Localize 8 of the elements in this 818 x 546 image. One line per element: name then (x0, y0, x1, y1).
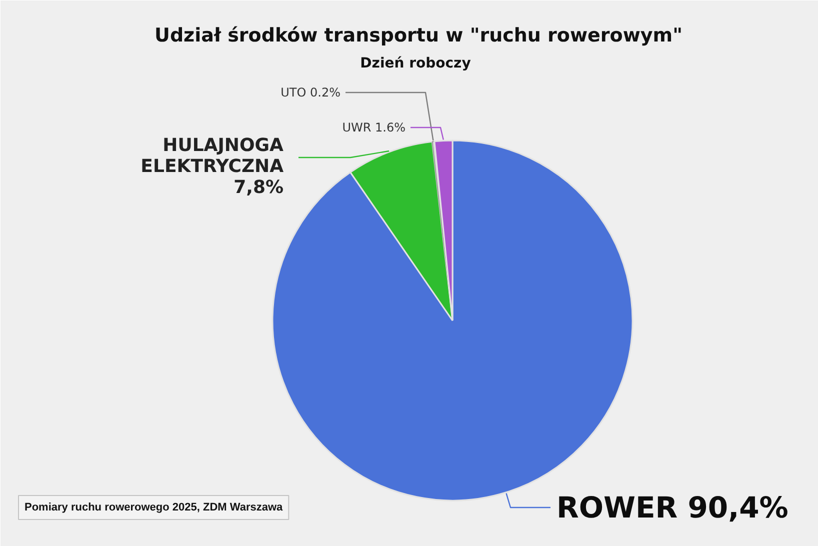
slice-label: UWR 1.6% (342, 120, 406, 134)
data-label: 7,8% (234, 177, 284, 198)
slice-label: UTO 0.2% (280, 86, 340, 100)
slice-label: ROWER 90,4% (556, 490, 788, 524)
chart-subtitle: Dzień roboczy (360, 56, 471, 72)
slice-label: HULAJNOGA ELEKTRYCZNA (140, 135, 284, 177)
chart-title: Udział środków transportu w "ruchu rowerowym" (154, 24, 682, 46)
text: Pomiary ruchu rowerowego 2025, ZDM Warszawa (24, 502, 284, 514)
